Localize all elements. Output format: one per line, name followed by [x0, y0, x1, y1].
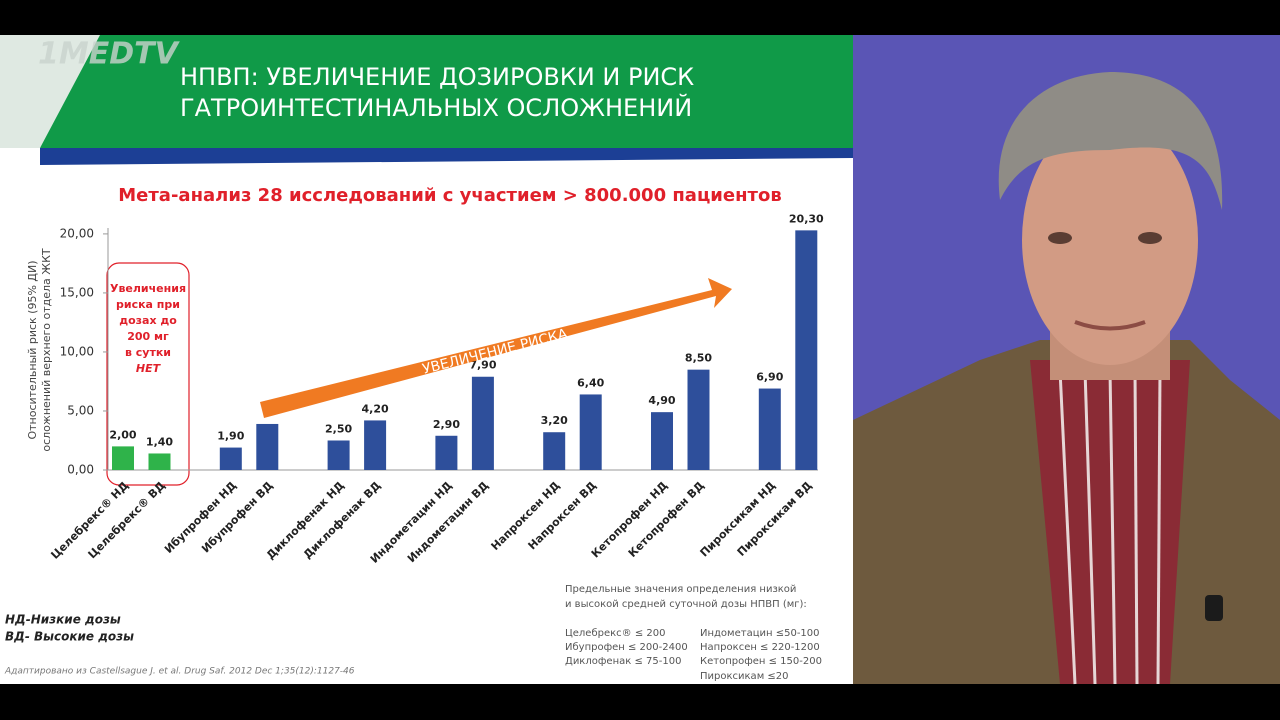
annotation: НЕТ	[136, 362, 162, 375]
dose-limit: Ибупрофен ≤ 200-2400	[565, 642, 688, 653]
value-label: 4,90	[648, 394, 675, 407]
bar	[148, 453, 171, 470]
mouth	[1074, 320, 1146, 331]
bar	[364, 420, 387, 470]
bar	[687, 369, 710, 470]
value-label: 6,90	[756, 371, 783, 384]
value-label: 2,90	[433, 418, 460, 431]
value-label: 20,30	[789, 212, 824, 225]
title: НПВП: УВЕЛИЧЕНИЕ ДОЗИРОВКИ И РИСК ГАТРОИН…	[180, 63, 694, 122]
bar	[651, 412, 673, 470]
bar	[327, 440, 350, 470]
annotation: в сутки	[125, 346, 171, 359]
logo: 1MEDTV	[38, 37, 181, 72]
dose-limit: Кетопрофен ≤ 150-200	[700, 656, 822, 667]
bar	[471, 376, 494, 470]
y-axis-label: осложнений верхнего отдела ЖКТ	[40, 248, 53, 452]
y-axis-label: Относительный риск (95% ДИ)	[26, 260, 39, 439]
value-label: 1,40	[146, 435, 173, 448]
y-tick-label: 20,00	[60, 226, 94, 240]
annotation: риска при	[116, 298, 180, 311]
bar	[435, 435, 458, 470]
dose-limit: Напроксен ≤ 220-1200	[700, 642, 820, 653]
y-tick-label: 10,00	[60, 344, 94, 358]
annotation: 200 мг	[127, 330, 169, 343]
annotation-box	[106, 262, 190, 486]
bar	[256, 423, 279, 470]
bar	[579, 394, 602, 470]
note: ВД- Высокие дозы	[5, 630, 134, 644]
value-label: 6,40	[577, 376, 604, 389]
bar	[543, 432, 566, 470]
dose-heading: Предельные значения определения низкой	[565, 584, 796, 595]
bar	[758, 388, 781, 470]
dose-heading: и высокой средней суточной дозы НПВП (мг…	[565, 599, 807, 610]
value-label: 7,90	[469, 359, 496, 372]
y-tick-label: 15,00	[60, 285, 94, 299]
value-label: 2,00	[109, 428, 136, 441]
value-label: 2,50	[325, 422, 352, 435]
bar	[219, 447, 242, 470]
dose-limit: Пироксикам ≤20	[700, 671, 789, 682]
bar	[795, 230, 818, 470]
eye	[1048, 232, 1072, 244]
source: Адаптировано из Castellsague J. et al. D…	[4, 667, 355, 677]
shirt-stripes	[1058, 369, 1162, 685]
eye	[1138, 232, 1162, 244]
value-label: 8,50	[685, 352, 712, 365]
value-label: 1,90	[217, 430, 244, 443]
value-label: 3,20	[541, 414, 568, 427]
dose-limit: Диклофенак ≤ 75-100	[565, 656, 681, 667]
y-tick-label: 5,00	[67, 403, 94, 417]
face	[1022, 115, 1198, 365]
header-shade	[0, 35, 100, 148]
header-stripe	[40, 148, 853, 165]
bar	[112, 446, 134, 470]
dose-limit: Индометацин ≤50-100	[700, 628, 820, 639]
header-band	[40, 35, 853, 148]
y-tick-label: 0,00	[67, 463, 94, 477]
microphone	[1205, 595, 1223, 621]
dose-limit: Целебрекс® ≤ 200	[565, 628, 666, 639]
subtitle: Мета-анализ 28 исследований с участием >…	[118, 185, 782, 206]
note: НД-Низкие дозы	[5, 613, 121, 627]
presenter-video	[853, 35, 1280, 685]
annotation: дозах до	[119, 314, 177, 327]
value-label: 4,20	[362, 402, 389, 415]
risk-arrow	[260, 278, 732, 418]
annotation: Увеличения	[110, 282, 186, 295]
hair	[998, 72, 1223, 210]
